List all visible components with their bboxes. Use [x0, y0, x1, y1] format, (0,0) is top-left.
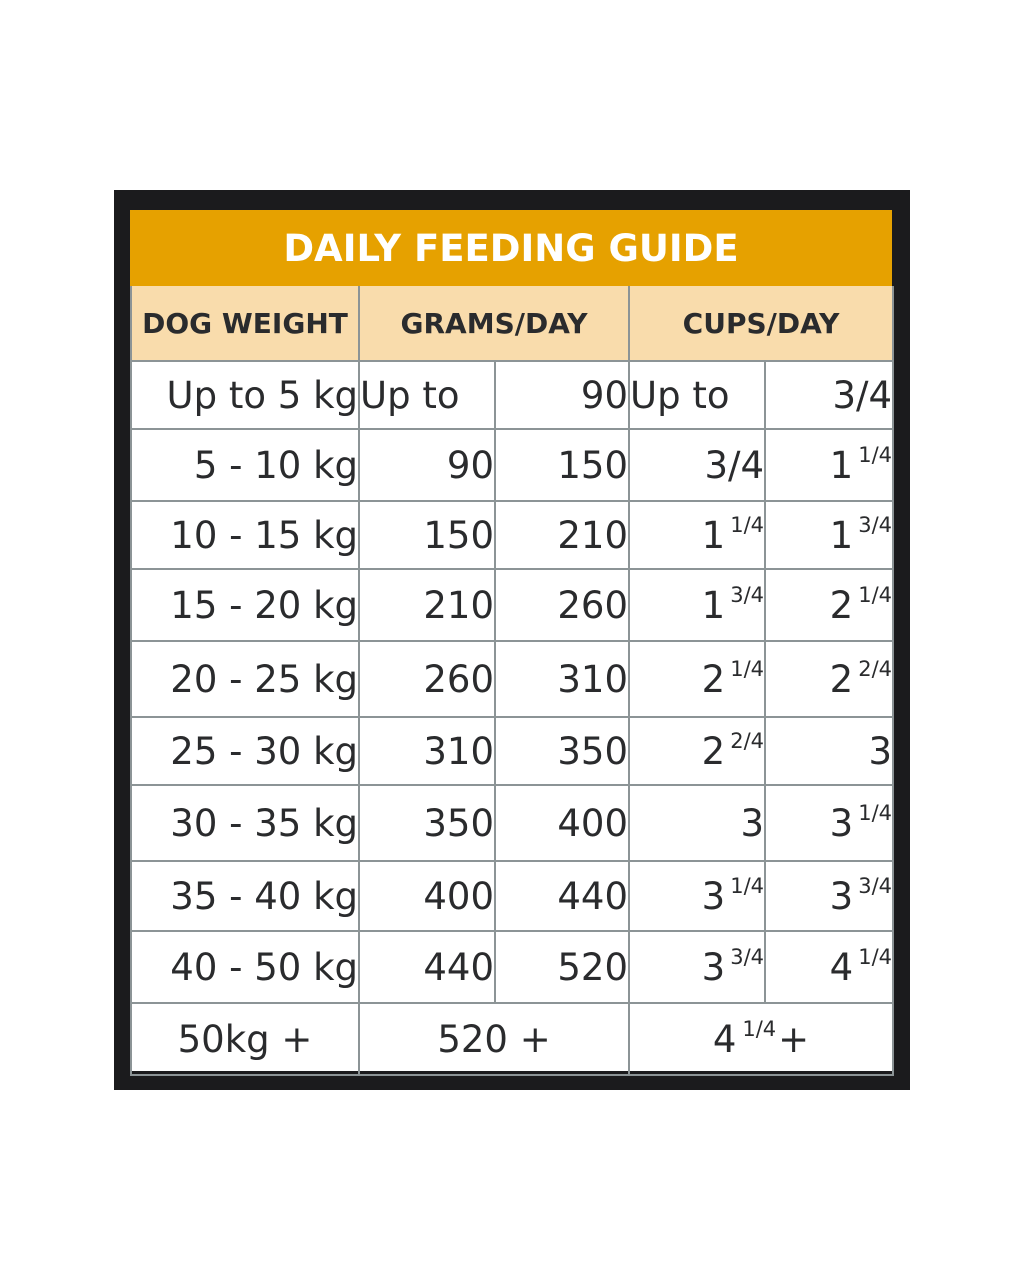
grams-to-cell: 310 — [493, 640, 631, 718]
grams-from-cell: 210 — [358, 568, 496, 642]
table-row: 20 - 25 kg 260 310 2 1/4 2 2/4 — [130, 640, 895, 718]
cups-from-cell: 2 2/4 — [628, 716, 767, 786]
cups-fraction: 1/4 — [858, 583, 893, 607]
cups-whole: 3 — [701, 875, 726, 918]
cups-from-cell: 2 1/4 — [628, 640, 767, 718]
cups-whole: 4 — [829, 946, 854, 989]
table-row: 30 - 35 kg 350 400 3 3 1/4 — [130, 784, 895, 862]
dog-weight-cell: 50kg + — [130, 1002, 360, 1076]
cups-to-cell: 2 1/4 — [764, 568, 895, 642]
dog-weight-cell: 10 - 15 kg — [130, 500, 360, 570]
feeding-guide-panel: DAILY FEEDING GUIDE DOG WEIGHT GRAMS/DAY… — [130, 210, 895, 1076]
cups-whole: 2 — [701, 658, 726, 701]
grams-from-cell: 260 — [358, 640, 496, 718]
grams-from-cell: 90 — [358, 428, 496, 502]
table-row: 10 - 15 kg 150 210 1 1/4 1 3/4 — [130, 500, 895, 570]
dog-weight-cell: Up to 5 kg — [130, 360, 360, 430]
cups-fraction: 1/4 — [742, 1017, 777, 1041]
cups-to-cell: 1 3/4 — [764, 500, 895, 570]
cups-from-cell: 3 1/4 — [628, 860, 767, 932]
cups-suffix: + — [778, 1018, 810, 1061]
grams-from-cell: 440 — [358, 930, 496, 1004]
grams-to-cell: 150 — [493, 428, 631, 502]
cups-whole: 4 — [712, 1018, 737, 1061]
cups-from-cell: 3/4 — [628, 428, 767, 502]
grams-to-cell: 260 — [493, 568, 631, 642]
cups-whole: Up to — [630, 373, 730, 417]
header-row: DOG WEIGHT GRAMS/DAY CUPS/DAY — [130, 286, 895, 362]
table-row: 40 - 50 kg 440 520 3 3/4 4 1/4 — [130, 930, 895, 1004]
cups-to-cell: 3 — [764, 716, 895, 786]
cups-whole: 3 — [829, 875, 854, 918]
dog-weight-cell: 5 - 10 kg — [130, 428, 360, 502]
cups-fraction: 2/4 — [730, 729, 765, 753]
grams-per-day-header: GRAMS/DAY — [357, 286, 631, 362]
dog-weight-cell: 15 - 20 kg — [130, 568, 360, 642]
dog-weight-cell: 30 - 35 kg — [130, 784, 360, 862]
cups-fraction: 1/4 — [730, 874, 765, 898]
grams-to-cell: 400 — [493, 784, 631, 862]
cups-whole: 3 — [701, 946, 726, 989]
cups-from-cell: 1 1/4 — [628, 500, 767, 570]
grams-from-cell: 400 — [358, 860, 496, 932]
dog-weight-cell: 20 - 25 kg — [130, 640, 360, 718]
cups-whole: 2 — [829, 658, 854, 701]
cups-whole: 3 — [829, 802, 854, 845]
grams-to-cell: 350 — [493, 716, 631, 786]
cups-fraction: 3/4 — [730, 583, 765, 607]
grams-to-cell: 440 — [493, 860, 631, 932]
cups-fraction: 1/4 — [730, 657, 765, 681]
cups-fraction: 3/4 — [858, 874, 893, 898]
cups-to-cell: 3 1/4 — [764, 784, 895, 862]
cups-fraction: 2/4 — [858, 657, 893, 681]
cups-per-day-header: CUPS/DAY — [628, 286, 895, 362]
cups-fraction: 1/4 — [858, 801, 893, 825]
grams-to-cell: 520 — [493, 930, 631, 1004]
dog-weight-cell: 40 - 50 kg — [130, 930, 360, 1004]
cups-fraction: 1/4 — [730, 513, 765, 537]
cups-whole: 3 — [740, 801, 765, 845]
cups-fraction: 3/4 — [730, 945, 765, 969]
table-row: Up to 5 kg Up to 90 Up to 3/4 — [130, 360, 895, 430]
cups-fraction: 1/4 — [858, 443, 893, 467]
grams-from-cell: 150 — [358, 500, 496, 570]
cups-whole: 2 — [701, 730, 726, 773]
cups-whole: 2 — [829, 584, 854, 627]
table-row: 25 - 30 kg 310 350 2 2/4 3 — [130, 716, 895, 786]
dog-weight-header: DOG WEIGHT — [130, 286, 360, 362]
cups-cell: 4 1/4+ — [628, 1002, 895, 1076]
cups-fraction: 1/4 — [858, 945, 893, 969]
table-row: 35 - 40 kg 400 440 3 1/4 3 3/4 — [130, 860, 895, 932]
cups-whole: 1 — [701, 514, 726, 557]
grams-from-cell: 310 — [358, 716, 496, 786]
cups-from-cell: 3 3/4 — [628, 930, 767, 1004]
cups-from-cell: Up to — [628, 360, 767, 430]
dog-weight-cell: 35 - 40 kg — [130, 860, 360, 932]
grams-to-cell: 90 — [493, 360, 631, 430]
cups-fraction: 3/4 — [858, 513, 893, 537]
table-row: 5 - 10 kg 90 150 3/4 1 1/4 — [130, 428, 895, 502]
cups-to-cell: 4 1/4 — [764, 930, 895, 1004]
table-row-last: 50kg +520 +4 1/4+ — [130, 1002, 895, 1076]
dog-weight-cell: 25 - 30 kg — [130, 716, 360, 786]
grams-to-cell: 210 — [493, 500, 631, 570]
feeding-table: DOG WEIGHT GRAMS/DAY CUPS/DAY Up to 5 kg… — [130, 286, 895, 1076]
cups-to-cell: 3/4 — [764, 360, 895, 430]
cups-whole: 1 — [829, 444, 854, 487]
cups-from-cell: 3 — [628, 784, 767, 862]
feeding-guide-title: DAILY FEEDING GUIDE — [130, 210, 892, 286]
cups-whole: 3 — [868, 729, 893, 773]
table-row: 15 - 20 kg 210 260 1 3/4 2 1/4 — [130, 568, 895, 642]
cups-to-cell: 1 1/4 — [764, 428, 895, 502]
cups-to-cell: 2 2/4 — [764, 640, 895, 718]
grams-from-cell: Up to — [358, 360, 496, 430]
cups-whole: 1 — [701, 584, 726, 627]
cups-whole: 3/4 — [704, 443, 765, 487]
cups-whole: 3/4 — [832, 373, 893, 417]
grams-from-cell: 350 — [358, 784, 496, 862]
cups-whole: 1 — [829, 514, 854, 557]
cups-from-cell: 1 3/4 — [628, 568, 767, 642]
cups-to-cell: 3 3/4 — [764, 860, 895, 932]
grams-cell: 520 + — [357, 1002, 631, 1076]
